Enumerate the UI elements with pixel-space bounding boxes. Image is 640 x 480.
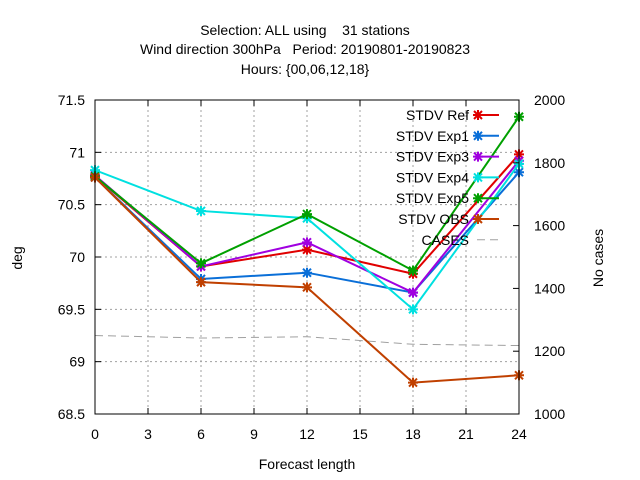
y2-tick-label: 1600 bbox=[534, 218, 565, 234]
legend-item: CASES bbox=[422, 232, 499, 248]
data-point bbox=[302, 209, 312, 220]
legend-label: CASES bbox=[422, 232, 469, 248]
x-tick-label: 3 bbox=[144, 426, 152, 442]
x-tick-label: 18 bbox=[405, 426, 421, 442]
x-tick-label: 9 bbox=[250, 426, 258, 442]
y-tick-label: 71 bbox=[69, 144, 85, 160]
x-tick-label: 0 bbox=[91, 426, 99, 442]
data-point bbox=[408, 265, 418, 276]
data-point bbox=[196, 205, 206, 216]
y2-tick-label: 1800 bbox=[534, 155, 565, 171]
y2-tick-label: 1200 bbox=[534, 343, 565, 359]
legend-item: STDV Exp5 bbox=[396, 190, 499, 206]
legend-marker bbox=[473, 172, 483, 183]
legend-label: STDV Exp4 bbox=[396, 169, 469, 185]
legend-label: STDV Exp1 bbox=[396, 128, 469, 144]
legend-marker bbox=[473, 214, 483, 224]
cases-line bbox=[94, 335, 520, 347]
chart-title-line-2: Wind direction 300hPa Period: 20190801-2… bbox=[140, 41, 470, 57]
data-point bbox=[302, 244, 312, 255]
legend-label: STDV OBS bbox=[398, 211, 469, 227]
chart-title-line-3: Hours: {00,06,12,18} bbox=[241, 61, 370, 77]
data-point bbox=[302, 282, 312, 293]
y-tick-label: 71.5 bbox=[58, 92, 85, 108]
data-point bbox=[196, 277, 206, 288]
legend-item: STDV OBS bbox=[398, 211, 499, 227]
legend-marker bbox=[473, 110, 483, 120]
data-series bbox=[90, 111, 524, 388]
data-point bbox=[302, 237, 312, 248]
y2-tick-label: 1000 bbox=[534, 406, 565, 422]
y-axis-label: deg bbox=[9, 246, 25, 269]
legend-item: STDV Exp1 bbox=[396, 128, 499, 144]
chart-title-line-1: Selection: ALL using 31 stations bbox=[200, 22, 410, 38]
legend-item: STDV Exp3 bbox=[396, 149, 499, 165]
y-tick-label: 70.5 bbox=[58, 197, 85, 213]
legend-item: STDV Exp4 bbox=[396, 169, 499, 185]
data-point bbox=[196, 258, 206, 269]
legend-label: STDV Exp5 bbox=[396, 190, 469, 206]
axes: 0 3 6 9 12 15 18 21 2468.56969.57070.57171.51000… bbox=[58, 92, 566, 442]
data-point bbox=[408, 377, 418, 388]
data-point bbox=[408, 287, 418, 298]
y2-tick-label: 2000 bbox=[534, 92, 565, 108]
legend-label: STDV Ref bbox=[406, 107, 469, 123]
data-point bbox=[302, 267, 312, 278]
x-axis-label: Forecast length bbox=[259, 456, 356, 472]
x-tick-label: 21 bbox=[458, 426, 474, 442]
y-tick-label: 69 bbox=[69, 354, 85, 370]
data-point bbox=[408, 304, 418, 315]
legend: STDV Ref STDV Exp1 STDV Exp3 STDV Exp4 STDV … bbox=[396, 107, 499, 248]
y-tick-label: 70 bbox=[69, 249, 85, 265]
legend-label: STDV Exp3 bbox=[396, 149, 469, 165]
cases-series bbox=[94, 335, 520, 347]
legend-item: STDV Ref bbox=[406, 107, 499, 123]
y2-axis-label: No cases bbox=[590, 229, 606, 287]
legend-marker bbox=[473, 130, 483, 141]
legend-marker bbox=[473, 151, 483, 162]
y-tick-label: 69.5 bbox=[58, 301, 85, 317]
y2-tick-label: 1400 bbox=[534, 280, 565, 296]
x-tick-label: 12 bbox=[299, 426, 315, 442]
x-tick-label: 24 bbox=[511, 426, 527, 442]
y-tick-label: 68.5 bbox=[58, 406, 85, 422]
x-tick-label: 6 bbox=[197, 426, 205, 442]
grid-lines bbox=[95, 100, 519, 414]
legend-marker bbox=[473, 193, 483, 204]
x-tick-label: 15 bbox=[352, 426, 368, 442]
